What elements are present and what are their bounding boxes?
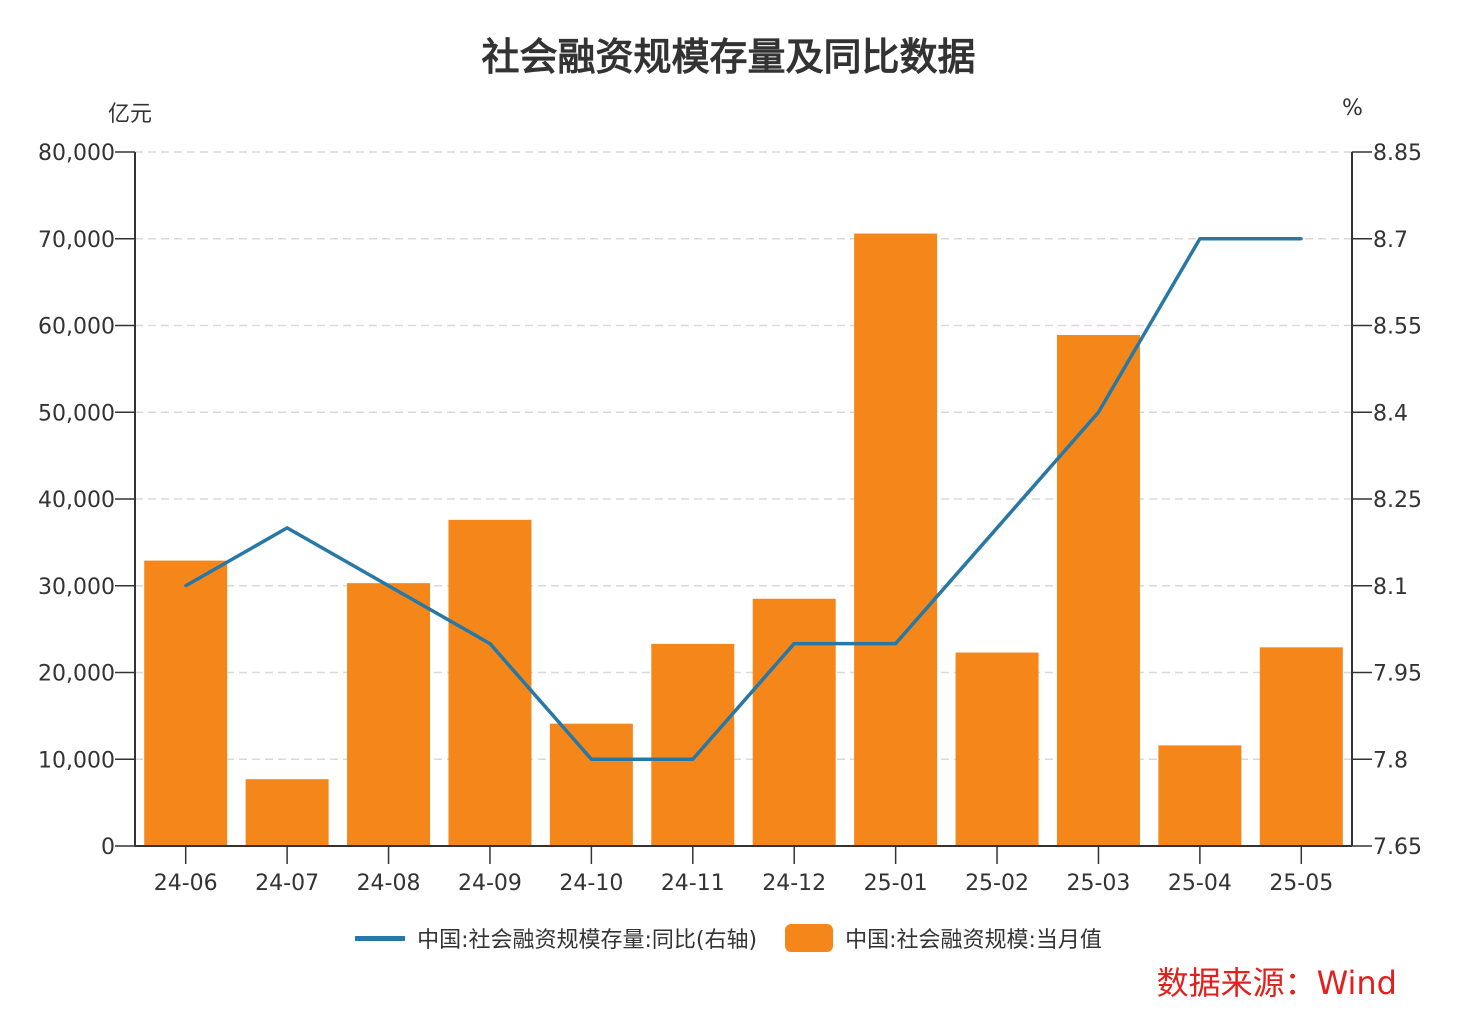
x-tick-label: 24-07	[255, 871, 319, 896]
bar-24-06	[144, 560, 228, 846]
right-tick-label: 7.95	[1373, 662, 1422, 687]
yoy-point-24-09	[488, 642, 492, 646]
x-tick-label: 24-08	[357, 871, 421, 896]
yoy-point-24-06	[184, 584, 188, 588]
legend-label: 中国:社会融资规模存量:同比(右轴)	[417, 928, 758, 953]
x-tick-label: 24-09	[458, 871, 522, 896]
yoy-point-25-04	[1198, 237, 1202, 241]
right-tick-label: 7.65	[1373, 835, 1422, 860]
yoy-line	[184, 237, 1302, 761]
bar-24-09	[448, 519, 532, 846]
bar-24-10	[549, 723, 633, 846]
bar-25-01	[854, 233, 938, 847]
right-tick-label: 8.4	[1373, 401, 1408, 426]
yoy-point-25-02	[995, 526, 999, 530]
left-tick-label: 30,000	[38, 575, 115, 600]
left-tick-label: 70,000	[38, 228, 115, 253]
x-tick-label: 24-06	[154, 871, 218, 896]
x-tick-label: 25-02	[965, 871, 1029, 896]
legend-bar-swatch	[785, 924, 834, 952]
right-tick-label: 8.7	[1373, 228, 1408, 253]
yoy-point-25-05	[1299, 237, 1303, 241]
left-tick-label: 40,000	[38, 488, 115, 513]
right-tick-label: 8.55	[1373, 315, 1422, 340]
bar-25-05	[1259, 647, 1343, 846]
left-axis-unit: 亿元	[108, 102, 153, 127]
yoy-point-24-08	[387, 584, 391, 588]
bar-24-07	[245, 779, 329, 846]
right-tick-label: 8.85	[1373, 141, 1422, 166]
legend-label: 中国:社会融资规模:当月值	[845, 928, 1102, 953]
x-tick-label: 25-04	[1168, 871, 1232, 896]
yoy-point-25-03	[1096, 410, 1100, 414]
yoy-point-24-12	[792, 642, 796, 646]
right-tick-label: 8.1	[1373, 575, 1408, 600]
bar-24-08	[347, 583, 431, 846]
legend: 中国:社会融资规模存量:同比(右轴) 中国:社会融资规模:当月值	[0, 922, 1457, 954]
left-tick-label: 50,000	[38, 401, 115, 426]
left-tick-label: 10,000	[38, 748, 115, 773]
left-tick-label: 20,000	[38, 662, 115, 687]
legend-line-swatch	[355, 935, 406, 941]
yoy-point-24-11	[691, 757, 695, 761]
left-tick-label: 80,000	[38, 141, 115, 166]
bar-25-04	[1158, 745, 1242, 846]
x-tick-label: 24-12	[762, 871, 826, 896]
chart-title: 社会融资规模存量及同比数据	[481, 35, 976, 79]
yoy-point-24-10	[589, 757, 593, 761]
right-tick-label: 7.8	[1373, 748, 1408, 773]
legend-item-monthly[interactable]: 中国:社会融资规模:当月值	[785, 922, 1102, 954]
bar-24-12	[752, 598, 836, 846]
x-tick-label: 25-01	[864, 871, 928, 896]
x-tick-label: 24-10	[559, 871, 623, 896]
yoy-point-24-07	[285, 526, 289, 530]
bar-25-02	[955, 652, 1039, 846]
bar-25-03	[1056, 335, 1140, 846]
right-axis-unit: %	[1342, 96, 1363, 121]
bar-24-11	[651, 643, 735, 846]
legend-item-yoy[interactable]: 中国:社会融资规模存量:同比(右轴)	[355, 922, 757, 954]
data-source: 数据来源：Wind	[1156, 964, 1397, 1002]
x-tick-label: 25-03	[1066, 871, 1130, 896]
yoy-point-25-01	[894, 642, 898, 646]
left-tick-label: 60,000	[38, 315, 115, 340]
x-tick-label: 25-05	[1269, 871, 1333, 896]
right-tick-label: 8.25	[1373, 488, 1422, 513]
left-tick-label: 0	[101, 835, 115, 860]
x-tick-label: 24-11	[661, 871, 725, 896]
